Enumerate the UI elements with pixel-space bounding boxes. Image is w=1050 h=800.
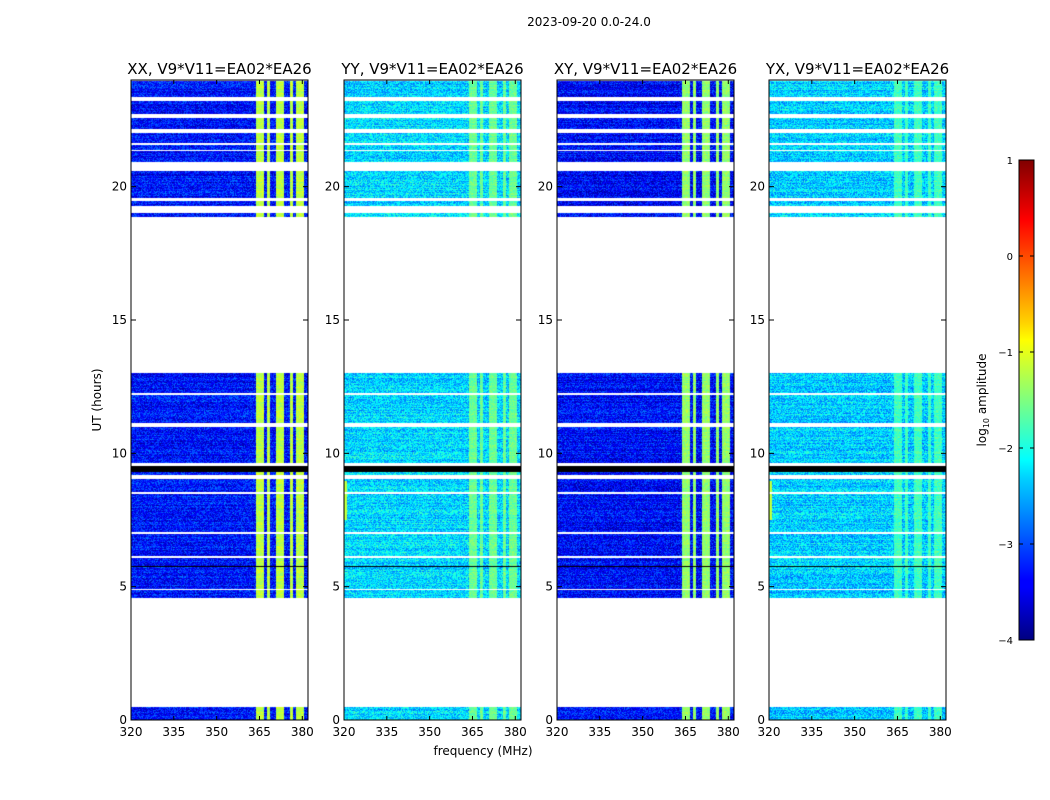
- colorbar-tick-label: −1: [998, 348, 1013, 359]
- heatmap-image: [769, 80, 946, 720]
- x-axis-label: frequency (MHz): [433, 744, 532, 758]
- colorbar-label-main: log: [975, 428, 989, 446]
- panel-title: XX, V9*V11=EA02*EA26: [127, 60, 311, 78]
- x-tick-label: 365: [886, 725, 909, 739]
- x-tick-label: 335: [162, 725, 185, 739]
- figure-title: 2023-09-20 0.0-24.0: [527, 15, 651, 29]
- panel-frame: [343, 79, 522, 721]
- x-tick-label: 380: [929, 725, 952, 739]
- y-tick-label: 20: [750, 180, 765, 194]
- y-tick-label: 20: [538, 180, 553, 194]
- heatmap-image: [344, 80, 521, 720]
- y-tick-label: 5: [119, 580, 127, 594]
- y-tick-label: 10: [112, 446, 127, 460]
- panel-2: XY, V9*V11=EA02*EA26 320 335 350 365 380 0 5 10 1…: [538, 60, 740, 739]
- panel-title: YY, V9*V11=EA02*EA26: [340, 60, 523, 78]
- x-tick-label: 365: [248, 725, 271, 739]
- colorbar-gradient: [1018, 159, 1035, 641]
- panel-0: XX, V9*V11=EA02*EA26 320 335 350 365 380 0 5 10 1…: [112, 60, 314, 739]
- x-tick-label: 320: [546, 725, 569, 739]
- x-tick-label: 335: [375, 725, 398, 739]
- y-axis-label: UT (hours): [90, 368, 104, 431]
- x-tick-label: 320: [758, 725, 781, 739]
- y-tick-label: 20: [325, 180, 340, 194]
- panel-frame: [130, 79, 309, 721]
- panel-3: YX, V9*V11=EA02*EA26 320 335 350 365 380 0 5 10 1…: [750, 60, 952, 739]
- x-tick-label: 350: [843, 725, 866, 739]
- colorbar-tick-label: 1: [1007, 156, 1013, 167]
- colorbar-tick-label: −3: [998, 540, 1013, 551]
- x-tick-label: 350: [631, 725, 654, 739]
- y-tick-label: 10: [325, 446, 340, 460]
- x-tick-label: 320: [333, 725, 356, 739]
- colorbar-label: log10 amplitude: [975, 354, 991, 447]
- panel-1: YY, V9*V11=EA02*EA26 320 335 350 365 380 0 5 10 1…: [325, 60, 527, 739]
- panel-title: YX, V9*V11=EA02*EA26: [765, 60, 949, 78]
- y-tick-label: 0: [757, 713, 765, 727]
- y-tick-label: 15: [325, 313, 340, 327]
- y-tick-label: 5: [757, 580, 765, 594]
- colorbar-tick-label: 0: [1007, 252, 1013, 263]
- y-tick-label: 15: [538, 313, 553, 327]
- y-tick-label: 0: [545, 713, 553, 727]
- panel-frame: [556, 79, 735, 721]
- y-tick-label: 10: [538, 446, 553, 460]
- colorbar-label-sub: 10: [982, 418, 991, 428]
- y-tick-label: 5: [332, 580, 340, 594]
- x-tick-label: 320: [120, 725, 143, 739]
- x-tick-label: 380: [717, 725, 740, 739]
- y-tick-label: 15: [112, 313, 127, 327]
- colorbar-ticks: −4 −3 −2 −1 0 1: [998, 156, 1034, 647]
- y-tick-label: 0: [119, 713, 127, 727]
- y-tick-label: 5: [545, 580, 553, 594]
- x-tick-label: 365: [674, 725, 697, 739]
- x-tick-label: 350: [418, 725, 441, 739]
- y-tick-label: 20: [112, 180, 127, 194]
- y-tick-label: 10: [750, 446, 765, 460]
- x-tick-label: 380: [504, 725, 527, 739]
- x-tick-label: 335: [588, 725, 611, 739]
- colorbar: −4 −3 −2 −1 0 1 log10 amplitude: [975, 156, 1035, 647]
- x-tick-label: 380: [291, 725, 314, 739]
- panels: XX, V9*V11=EA02*EA26 320 335 350 365 380 0 5 10 1…: [112, 60, 952, 739]
- colorbar-label-rest: amplitude: [975, 354, 989, 418]
- panel-title: XY, V9*V11=EA02*EA26: [554, 60, 737, 78]
- y-tick-label: 15: [750, 313, 765, 327]
- heatmap-image: [131, 80, 308, 720]
- x-tick-label: 365: [461, 725, 484, 739]
- colorbar-tick-label: −2: [998, 444, 1013, 455]
- y-tick-label: 0: [332, 713, 340, 727]
- colorbar-tick-label: −4: [998, 636, 1013, 647]
- x-tick-label: 350: [205, 725, 228, 739]
- panel-frame: [768, 79, 947, 721]
- heatmap-image: [557, 80, 734, 720]
- x-tick-label: 335: [800, 725, 823, 739]
